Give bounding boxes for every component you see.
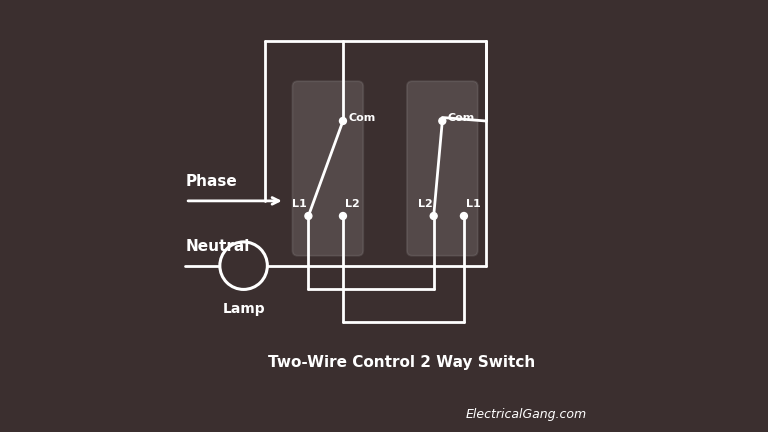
Text: L2: L2 [418,199,432,209]
Text: L2: L2 [345,199,360,209]
Text: L1: L1 [293,199,307,209]
Text: L1: L1 [466,199,481,209]
Circle shape [305,213,312,219]
Text: Com: Com [448,112,475,123]
Circle shape [461,213,468,219]
Text: Phase: Phase [185,174,237,189]
FancyBboxPatch shape [407,81,478,256]
FancyBboxPatch shape [293,81,363,256]
Text: ElectricalGang.com: ElectricalGang.com [466,408,587,421]
Text: Lamp: Lamp [222,302,265,316]
Circle shape [339,118,346,124]
Circle shape [339,213,346,219]
Circle shape [430,213,437,219]
Text: Two-Wire Control 2 Way Switch: Two-Wire Control 2 Way Switch [268,356,535,370]
Circle shape [220,242,267,289]
Text: Com: Com [348,112,376,123]
Circle shape [439,118,445,124]
Text: Neutral: Neutral [185,239,250,254]
